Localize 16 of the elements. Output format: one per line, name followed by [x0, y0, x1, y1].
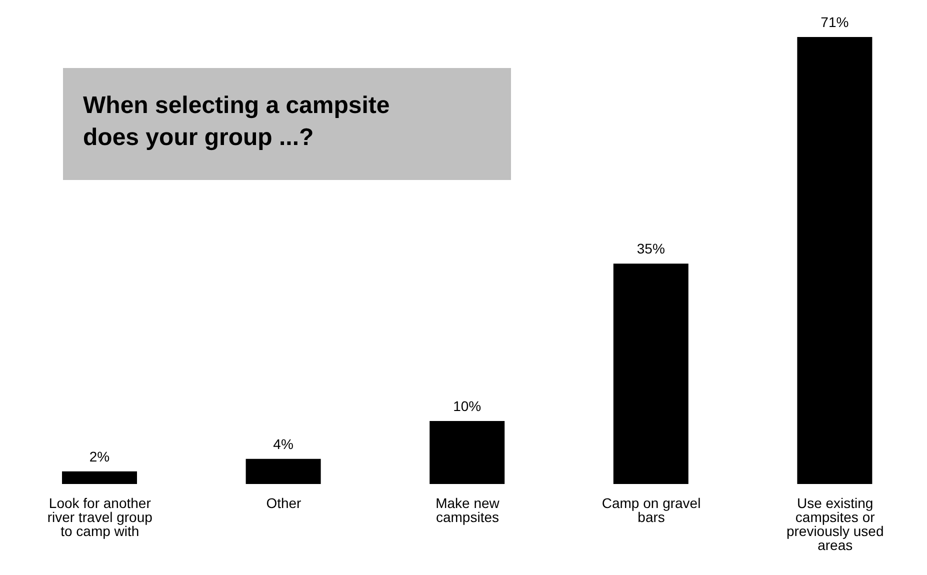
bar [430, 421, 505, 484]
bar [797, 37, 872, 484]
data-label: 2% [89, 448, 110, 464]
data-label: 10% [453, 398, 482, 414]
bar [613, 264, 688, 484]
data-label: 35% [636, 240, 665, 257]
bar [62, 471, 137, 484]
data-label: 4% [273, 436, 294, 452]
data-label: 71% [820, 14, 849, 30]
x-tick-label: Use existing campsites or previously used areas [786, 494, 884, 553]
text: When selecting a campsite does your group ...? [83, 91, 391, 153]
x-tick-label: Other [266, 494, 302, 511]
x-tick-label: Camp on gravel bars [602, 494, 701, 525]
bar [246, 458, 321, 484]
x-tick-label: Make new campsites [436, 494, 500, 525]
x-tick-label: Look for another river travel group to camp with [47, 494, 153, 539]
